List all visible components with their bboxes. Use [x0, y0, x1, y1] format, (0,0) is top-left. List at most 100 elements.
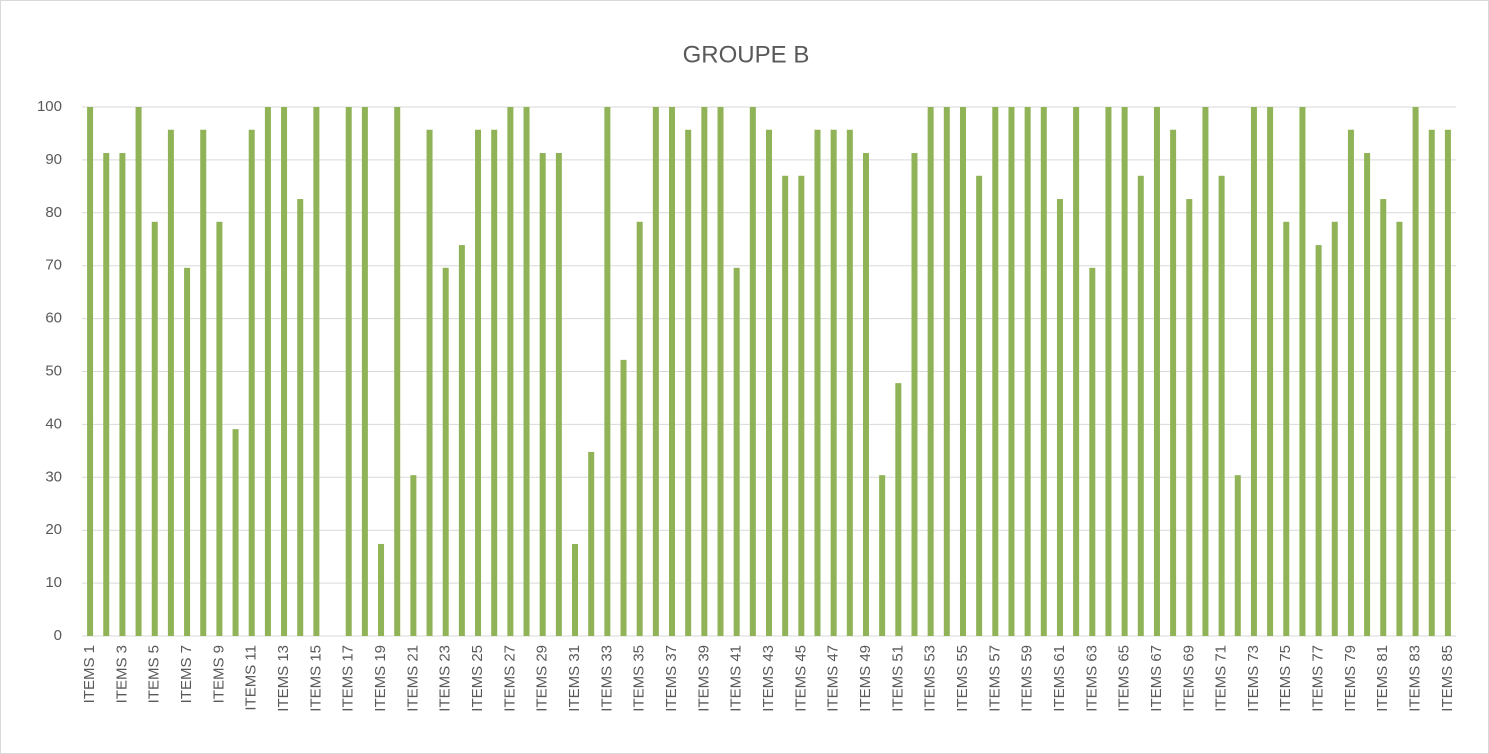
bar — [1137, 175, 1144, 636]
y-tick-label: 0 — [54, 627, 62, 644]
bar — [1040, 107, 1047, 636]
bar — [636, 221, 643, 636]
x-tick-label: ITEMS 9 — [210, 645, 227, 703]
x-tick-label: ITEMS 45 — [792, 645, 809, 712]
bar — [1202, 107, 1209, 636]
bar — [927, 107, 934, 636]
bar — [1170, 129, 1177, 636]
bar — [410, 475, 417, 636]
bar — [733, 267, 740, 636]
bar — [1428, 129, 1435, 636]
bar — [345, 107, 352, 636]
bar — [1315, 245, 1322, 636]
y-tick-label: 80 — [45, 204, 62, 221]
chart-title: GROUPE B — [683, 41, 810, 68]
bar — [620, 359, 627, 636]
x-tick-label: ITEMS 19 — [372, 645, 389, 712]
x-tick-label: ITEMS 15 — [307, 645, 324, 712]
bar — [1089, 267, 1096, 636]
bar — [264, 107, 271, 636]
x-tick-label: ITEMS 55 — [954, 645, 971, 712]
bar — [555, 153, 562, 636]
x-tick-label: ITEMS 13 — [275, 645, 292, 712]
y-tick-label: 70 — [45, 257, 62, 274]
bar — [539, 153, 546, 636]
bar — [1299, 107, 1306, 636]
bar — [103, 153, 110, 636]
bar — [1331, 221, 1338, 636]
x-tick-label: ITEMS 25 — [469, 645, 486, 712]
bar — [846, 129, 853, 636]
x-tick-label: ITEMS 83 — [1407, 645, 1424, 712]
x-tick-label: ITEMS 29 — [534, 645, 551, 712]
bar — [1056, 199, 1063, 636]
x-tick-label: ITEMS 41 — [728, 645, 745, 712]
bar — [1250, 107, 1257, 636]
bar — [1073, 107, 1080, 636]
x-tick-label: ITEMS 65 — [1116, 645, 1133, 712]
x-tick-label: ITEMS 49 — [857, 645, 874, 712]
bar — [862, 153, 869, 636]
bar — [976, 175, 983, 636]
y-tick-label: 60 — [45, 310, 62, 327]
y-tick-label: 20 — [45, 521, 62, 538]
x-tick-label: ITEMS 7 — [178, 645, 195, 703]
bar — [475, 129, 482, 636]
bar — [523, 107, 530, 636]
x-tick-label: ITEMS 33 — [598, 645, 615, 712]
x-tick-label: ITEMS 39 — [695, 645, 712, 712]
bar — [1234, 475, 1241, 636]
bar — [588, 451, 595, 636]
bar — [216, 221, 223, 636]
bar — [442, 267, 449, 636]
bar — [814, 129, 821, 636]
bar — [701, 107, 708, 636]
x-tick-label: ITEMS 71 — [1213, 645, 1230, 712]
x-tick-label: ITEMS 31 — [566, 645, 583, 712]
y-tick-label: 90 — [45, 151, 62, 168]
x-tick-label: ITEMS 11 — [243, 645, 260, 711]
bar — [151, 221, 158, 636]
y-tick-label: 30 — [45, 468, 62, 485]
x-tick-label: ITEMS 35 — [631, 645, 648, 712]
bar — [911, 153, 918, 636]
x-tick-label: ITEMS 73 — [1245, 645, 1262, 712]
bar — [1024, 107, 1031, 636]
bar — [717, 107, 724, 636]
x-tick-label: ITEMS 23 — [437, 645, 454, 712]
x-tick-label: ITEMS 75 — [1277, 645, 1294, 712]
bar — [1153, 107, 1160, 636]
bar — [1105, 107, 1112, 636]
x-tick-label: ITEMS 53 — [922, 645, 939, 712]
x-tick-label: ITEMS 67 — [1148, 645, 1165, 712]
y-tick-label: 50 — [45, 362, 62, 379]
bar — [604, 107, 611, 636]
bar — [1444, 129, 1451, 636]
bar — [1283, 221, 1290, 636]
bar — [200, 129, 207, 636]
bar — [1347, 129, 1354, 636]
y-tick-label: 10 — [45, 574, 62, 591]
bar — [87, 107, 94, 636]
bar — [507, 107, 514, 636]
x-tick-label: ITEMS 17 — [340, 645, 357, 712]
y-tick-label: 40 — [45, 415, 62, 432]
bar — [1121, 107, 1128, 636]
bar — [232, 429, 239, 636]
bar — [895, 383, 902, 636]
bar — [119, 153, 126, 636]
bar — [313, 107, 320, 636]
x-tick-label: ITEMS 85 — [1439, 645, 1456, 712]
bar — [685, 129, 692, 636]
bar — [458, 245, 465, 636]
x-tick-label: ITEMS 21 — [404, 645, 421, 712]
x-tick-label: ITEMS 1 — [81, 645, 98, 703]
x-tick-label: ITEMS 43 — [760, 645, 777, 712]
x-tick-label: ITEMS 69 — [1180, 645, 1197, 712]
bar — [361, 107, 368, 636]
bar — [959, 107, 966, 636]
bar — [782, 175, 789, 636]
x-tick-label: ITEMS 61 — [1051, 645, 1068, 712]
